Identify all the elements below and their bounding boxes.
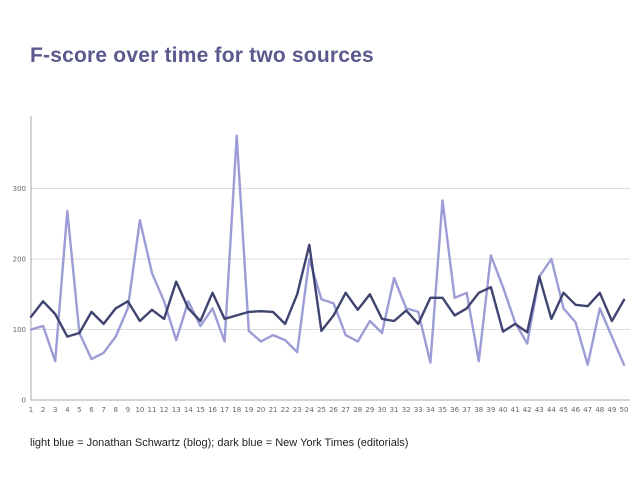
x-tick-label-1: 1 <box>29 406 33 414</box>
x-tick-label-3: 3 <box>53 406 57 414</box>
y-tick-label-0: 0 <box>22 397 26 405</box>
x-tick-label-30: 30 <box>377 406 386 414</box>
x-tick-label-39: 39 <box>486 406 495 414</box>
x-tick-label-45: 45 <box>559 406 568 414</box>
x-tick-label-23: 23 <box>293 406 302 414</box>
x-tick-label-49: 49 <box>607 406 616 414</box>
x-tick-label-14: 14 <box>184 406 193 414</box>
x-tick-label-17: 17 <box>220 406 229 414</box>
x-tick-label-50: 50 <box>620 406 629 414</box>
x-tick-label-42: 42 <box>523 406 532 414</box>
x-tick-label-20: 20 <box>256 406 265 414</box>
x-tick-label-46: 46 <box>571 406 580 414</box>
x-tick-label-11: 11 <box>148 406 157 414</box>
x-tick-label-43: 43 <box>535 406 544 414</box>
x-tick-label-13: 13 <box>172 406 181 414</box>
slide-title: F-score over time for two sources <box>30 44 374 67</box>
y-tick-label-300: 300 <box>13 185 26 193</box>
x-tick-label-34: 34 <box>426 406 435 414</box>
x-tick-label-19: 19 <box>244 406 253 414</box>
x-tick-label-48: 48 <box>595 406 604 414</box>
x-tick-label-31: 31 <box>390 406 399 414</box>
x-tick-label-37: 37 <box>462 406 471 414</box>
x-tick-label-18: 18 <box>232 406 241 414</box>
x-tick-label-36: 36 <box>450 406 459 414</box>
x-tick-label-33: 33 <box>414 406 423 414</box>
x-tick-label-27: 27 <box>341 406 350 414</box>
x-tick-label-25: 25 <box>317 406 326 414</box>
legend-caption: light blue = Jonathan Schwartz (blog); d… <box>30 437 409 449</box>
y-tick-label-100: 100 <box>13 326 26 334</box>
x-tick-label-44: 44 <box>547 406 556 414</box>
series-lines <box>29 134 626 366</box>
x-tick-label-6: 6 <box>89 406 94 414</box>
x-tick-label-21: 21 <box>269 406 278 414</box>
x-tick-label-35: 35 <box>438 406 447 414</box>
x-tick-label-15: 15 <box>196 406 205 414</box>
x-tick-label-16: 16 <box>208 406 217 414</box>
series-line-jonathan-schwartz <box>29 134 626 366</box>
y-tick-label-200: 200 <box>13 256 26 264</box>
x-tick-label-41: 41 <box>511 406 520 414</box>
x-tick-label-28: 28 <box>353 406 362 414</box>
x-tick-label-2: 2 <box>41 406 45 414</box>
x-tick-label-12: 12 <box>160 406 169 414</box>
x-tick-label-7: 7 <box>101 406 105 414</box>
x-tick-label-40: 40 <box>499 406 508 414</box>
x-tick-label-9: 9 <box>126 406 130 414</box>
x-tick-label-4: 4 <box>65 406 70 414</box>
x-tick-label-47: 47 <box>583 406 592 414</box>
x-tick-label-5: 5 <box>77 406 81 414</box>
x-tick-label-38: 38 <box>474 406 483 414</box>
x-tick-label-22: 22 <box>281 406 290 414</box>
x-tick-label-10: 10 <box>135 406 144 414</box>
grid-lines <box>31 188 630 330</box>
series-line-new-york-times <box>29 243 626 338</box>
x-tick-label-8: 8 <box>113 406 117 414</box>
x-tick-label-24: 24 <box>305 406 314 414</box>
x-tick-label-26: 26 <box>329 406 338 414</box>
x-tick-label-32: 32 <box>402 406 411 414</box>
axes <box>30 116 630 401</box>
x-tick-label-29: 29 <box>365 406 374 414</box>
